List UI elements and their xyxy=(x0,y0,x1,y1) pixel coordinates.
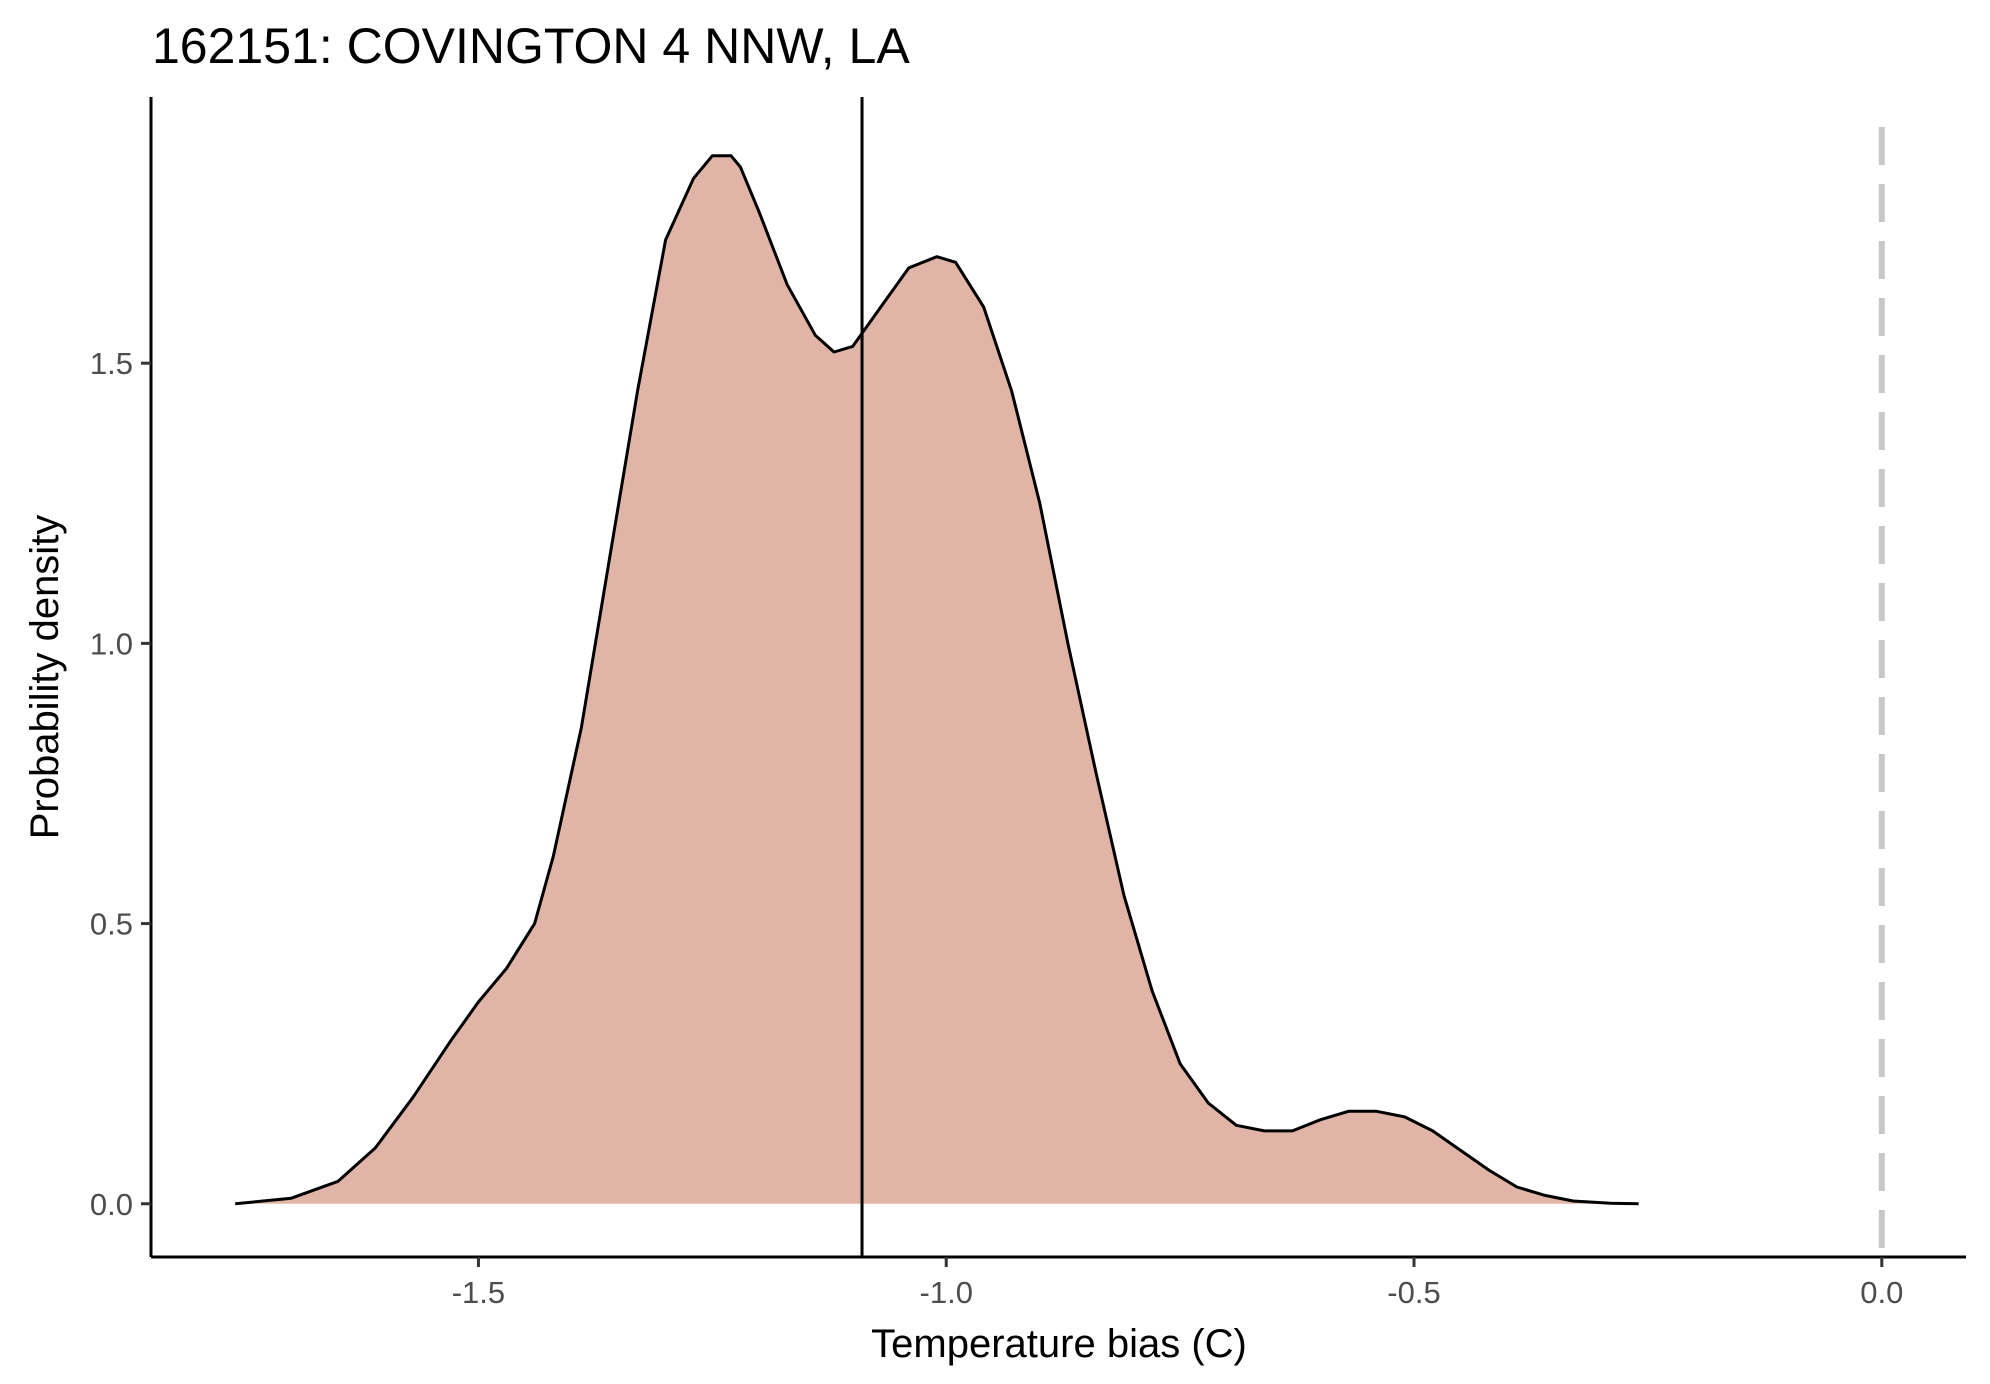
chart-title: 162151: COVINGTON 4 NNW, LA xyxy=(152,18,910,74)
plot-area xyxy=(235,97,1885,1257)
x-tick-label: -1.5 xyxy=(452,1275,505,1310)
y-tick-label: 0.5 xyxy=(90,907,133,942)
x-axis-title: Temperature bias (C) xyxy=(871,1322,1247,1366)
x-tick-label: 0.0 xyxy=(1860,1275,1903,1310)
y-tick-label: 0.0 xyxy=(90,1187,133,1222)
y-tick-label: 1.5 xyxy=(90,346,133,381)
y-axis-title: Probability density xyxy=(23,515,67,840)
density-curve xyxy=(235,154,1639,1206)
x-tick-label: -0.5 xyxy=(1387,1275,1440,1310)
density-area-fill xyxy=(235,155,1639,1204)
y-tick-label: 1.0 xyxy=(90,626,133,661)
x-tick-label: -1.0 xyxy=(920,1275,973,1310)
